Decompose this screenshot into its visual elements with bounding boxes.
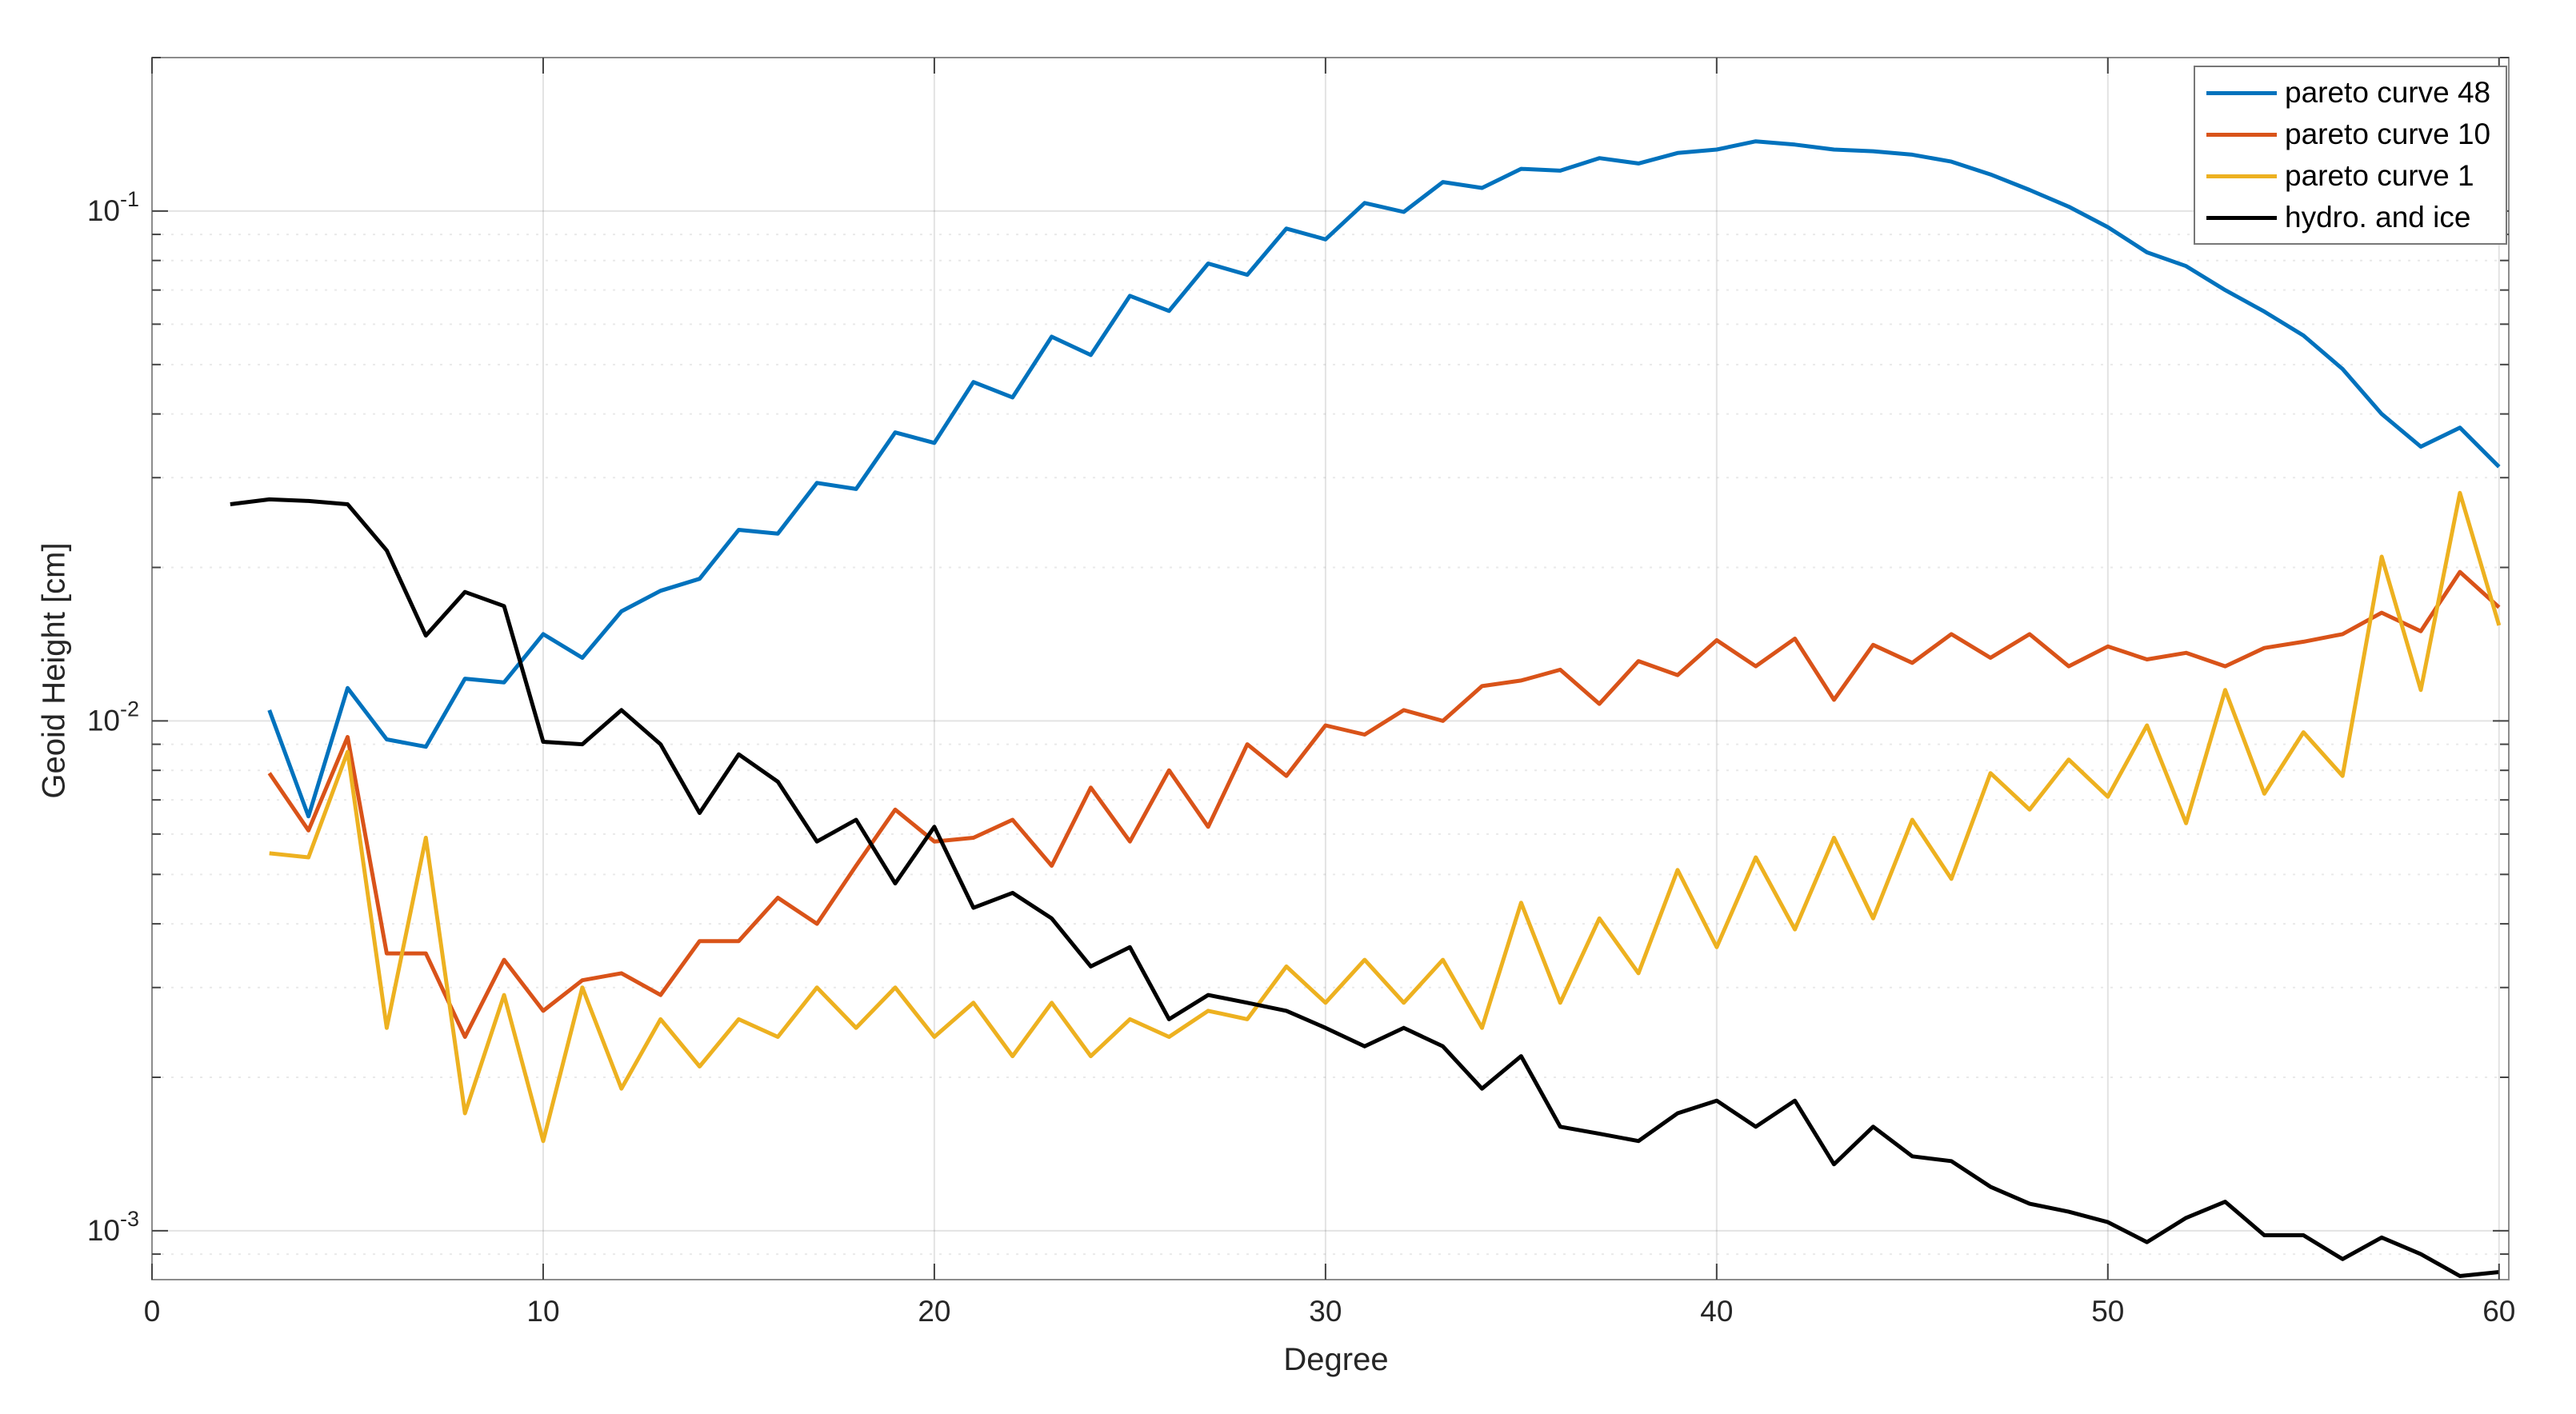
legend-item: pareto curve 1 bbox=[2206, 155, 2506, 197]
series-line-pareto-curve-48 bbox=[267, 139, 2501, 819]
y-tick-label: 10-3 bbox=[87, 1207, 139, 1247]
legend-item: hydro. and ice bbox=[2206, 197, 2506, 238]
x-tick-label: 10 bbox=[526, 1295, 559, 1328]
x-tick-label: 30 bbox=[1309, 1295, 1342, 1328]
x-tick-label: 40 bbox=[1700, 1295, 1733, 1328]
legend-label: pareto curve 48 bbox=[2285, 76, 2491, 109]
legend-line-sample-pareto-48 bbox=[2206, 90, 2277, 95]
major-gridlines bbox=[152, 58, 2509, 1280]
y-axis-title: Geoid Height [cm] bbox=[36, 542, 72, 799]
legend: pareto curve 48 pareto curve 10 pareto c… bbox=[2194, 66, 2507, 245]
plot-border bbox=[151, 57, 2510, 1280]
x-tick-label: 60 bbox=[2482, 1295, 2515, 1328]
legend-line-sample-pareto-1 bbox=[2206, 174, 2277, 178]
x-tick-labels: 0 10 20 30 40 50 60 bbox=[144, 1295, 2516, 1328]
y-tick-labels: 10-3 10-2 10-1 bbox=[87, 187, 139, 1247]
legend-line-sample-pareto-10 bbox=[2206, 132, 2277, 137]
legend-label: hydro. and ice bbox=[2285, 201, 2471, 234]
axis-ticks bbox=[151, 57, 2509, 1280]
legend-label: pareto curve 10 bbox=[2285, 118, 2491, 150]
legend-item: pareto curve 48 bbox=[2206, 72, 2506, 114]
x-tick-label: 50 bbox=[2091, 1295, 2124, 1328]
series-line-hydro-and-ice bbox=[230, 497, 2500, 1278]
x-tick-label: 20 bbox=[918, 1295, 950, 1328]
series-line-pareto-curve-1 bbox=[269, 490, 2502, 1144]
legend-item: pareto curve 10 bbox=[2206, 114, 2506, 155]
x-tick-label: 0 bbox=[144, 1295, 161, 1328]
y-tick-label: 10-1 bbox=[87, 187, 139, 227]
y-tick-label: 10-2 bbox=[87, 697, 139, 737]
series-lines bbox=[230, 139, 2502, 1278]
legend-line-sample-hydro-ice bbox=[2206, 215, 2277, 220]
x-axis-title: Degree bbox=[1283, 1342, 1389, 1377]
legend-label: pareto curve 1 bbox=[2285, 159, 2474, 192]
series-line-pareto-curve-10 bbox=[267, 569, 2501, 1039]
